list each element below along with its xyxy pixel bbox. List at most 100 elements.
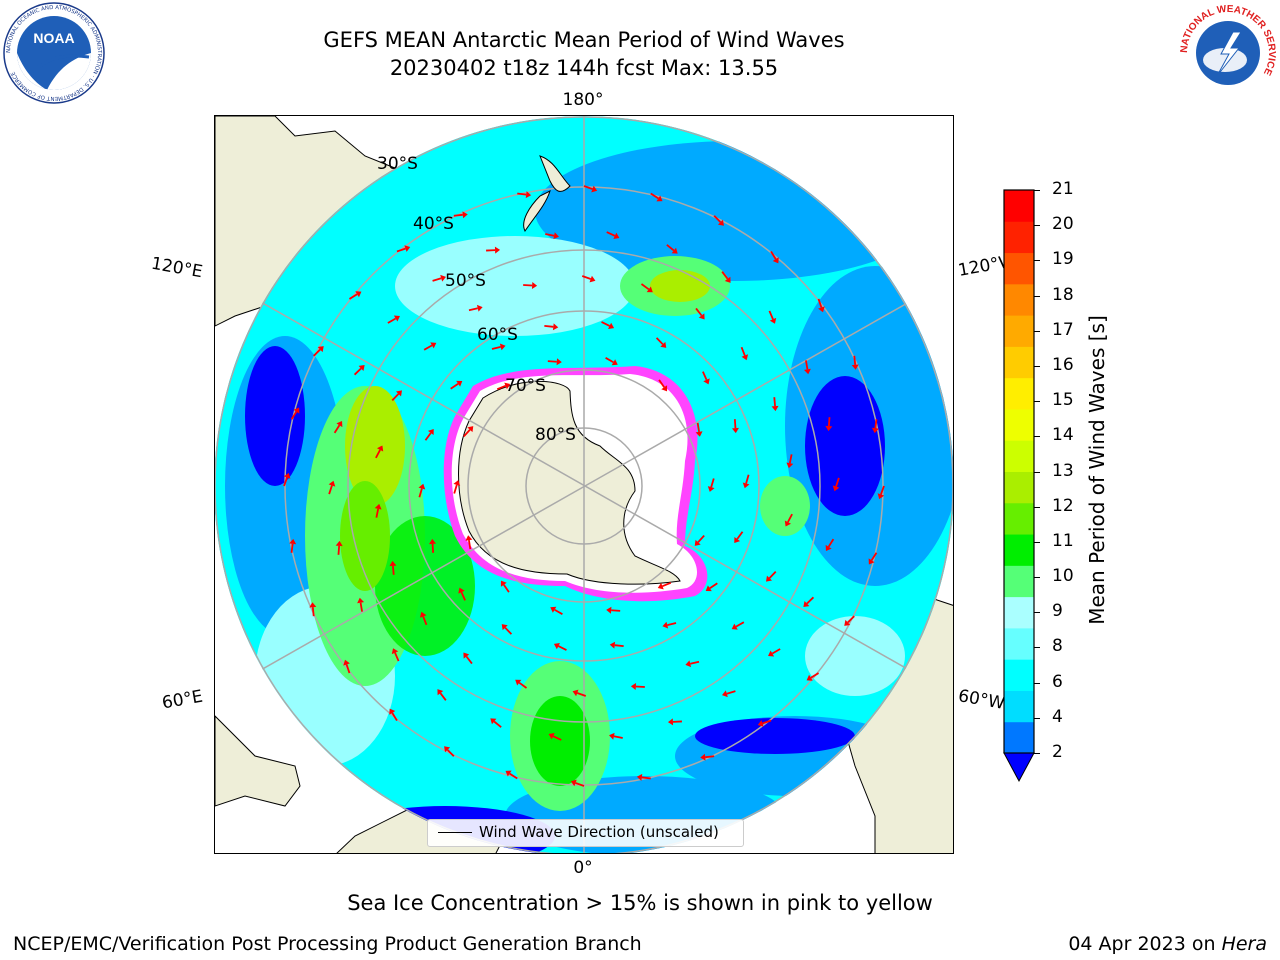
wind-arrow-head bbox=[657, 582, 664, 590]
wind-arrow-head bbox=[343, 659, 350, 666]
colorbar-cell bbox=[1004, 690, 1034, 723]
wind-arrow bbox=[614, 644, 624, 648]
wind-arrow-head bbox=[465, 535, 473, 541]
wind-arrow bbox=[745, 474, 750, 484]
wind-arrow bbox=[870, 552, 878, 561]
wind-arrow-head bbox=[646, 286, 653, 293]
colorbar-tick-mark bbox=[1034, 401, 1040, 403]
colorbar-tick-mark bbox=[1034, 541, 1040, 543]
colorbar-tick-mark bbox=[1034, 647, 1040, 649]
colorbar-cell bbox=[1004, 534, 1034, 566]
wind-arrow bbox=[788, 454, 793, 464]
wind-arrow-head bbox=[317, 346, 324, 353]
wind-arrow bbox=[446, 749, 455, 757]
wind-arrow-head bbox=[494, 246, 501, 254]
colorbar-tick-mark bbox=[1034, 612, 1040, 614]
wind-arrow-head bbox=[429, 538, 437, 545]
wind-arrow bbox=[424, 432, 432, 441]
wind-arrow-head bbox=[766, 575, 772, 582]
wind-arrow-head bbox=[427, 428, 434, 436]
wind-arrow bbox=[827, 417, 831, 427]
wind-arrow-head bbox=[877, 493, 885, 500]
wind-arrow-head bbox=[698, 313, 705, 320]
wind-arrow-head bbox=[556, 358, 562, 366]
colorbar-cell bbox=[1004, 471, 1034, 504]
wind-arrow-head bbox=[444, 746, 451, 753]
wind-arrow-head bbox=[504, 382, 511, 390]
wind-arrow-head bbox=[724, 276, 731, 283]
wind-arrow bbox=[575, 782, 585, 787]
wind-arrow bbox=[709, 582, 718, 589]
colorbar-tick-label: 19 bbox=[1052, 249, 1074, 270]
wind-arrow bbox=[554, 608, 563, 615]
wind-arrow bbox=[650, 192, 659, 200]
wind-arrow-head bbox=[868, 558, 875, 565]
wind-arrow-head bbox=[772, 257, 779, 264]
wind-arrow bbox=[418, 488, 423, 498]
wind-arrow bbox=[311, 607, 315, 617]
wind-arrow bbox=[394, 652, 400, 662]
wind-arrow bbox=[468, 307, 478, 312]
colorbar-cell bbox=[1004, 596, 1034, 629]
wind-arrow-head bbox=[453, 480, 461, 486]
wind-arrow-head bbox=[771, 405, 779, 412]
wind-arrow bbox=[690, 660, 700, 665]
colorbar-cell bbox=[1004, 221, 1034, 254]
wind-arrow bbox=[391, 712, 398, 722]
colorbar-cell bbox=[1004, 190, 1034, 222]
wind-arrow bbox=[736, 531, 744, 540]
colorbar bbox=[1003, 189, 1035, 783]
wind-arrow bbox=[605, 357, 614, 364]
wind-arrow bbox=[328, 485, 333, 495]
wind-arrow-head bbox=[660, 341, 667, 348]
wind-arrow-head bbox=[742, 482, 750, 489]
wind-arrow-head bbox=[550, 606, 557, 613]
colorbar-cell bbox=[1004, 377, 1034, 410]
wind-arrow-head bbox=[328, 480, 336, 487]
wind-arrow bbox=[806, 596, 815, 605]
ocean-field bbox=[215, 116, 953, 853]
wind-arrow bbox=[613, 735, 623, 739]
wind-arrow bbox=[576, 692, 587, 697]
lon-label-180: 180° bbox=[562, 90, 604, 110]
wind-arrow bbox=[337, 545, 341, 555]
colorbar-cell bbox=[1004, 283, 1034, 316]
legend-label: Wind Wave Direction (unscaled) bbox=[479, 823, 719, 841]
wind-arrow bbox=[313, 348, 321, 357]
wind-arrow-head bbox=[283, 472, 291, 479]
wind-arrow bbox=[391, 393, 400, 401]
wind-arrow bbox=[547, 360, 557, 363]
wind-arrow-head bbox=[608, 322, 615, 330]
wind-arrow-head bbox=[358, 364, 365, 371]
colorbar-tick-mark bbox=[1034, 190, 1040, 191]
wind-arrow-head bbox=[806, 674, 813, 681]
wind-arrow-head bbox=[393, 315, 400, 322]
colorbar-tick-label: 8 bbox=[1052, 636, 1063, 657]
wind-arrow bbox=[375, 508, 380, 518]
wind-arrow-head bbox=[757, 720, 764, 727]
wind-arrow bbox=[290, 543, 294, 553]
wind-arrow-head bbox=[705, 585, 712, 592]
colorbar-tick-mark bbox=[1034, 717, 1040, 719]
wind-arrow-head bbox=[476, 304, 483, 312]
wind-arrow bbox=[581, 275, 592, 280]
colorbar-cell bbox=[1004, 408, 1034, 441]
wind-arrow bbox=[817, 298, 823, 308]
lat-label: 80°S bbox=[535, 425, 576, 445]
wind-arrow-head bbox=[825, 425, 833, 432]
wind-arrow-head bbox=[437, 689, 444, 696]
wind-arrow bbox=[523, 284, 533, 287]
wind-arrow bbox=[460, 591, 466, 601]
wind-arrow bbox=[290, 411, 298, 420]
wind-arrow-head bbox=[832, 485, 840, 492]
wind-arrow bbox=[545, 233, 555, 237]
wind-arrow-head bbox=[355, 291, 362, 298]
wind-arrow bbox=[375, 449, 381, 459]
wind-arrow-head bbox=[376, 445, 384, 452]
wind-arrow-head bbox=[803, 601, 810, 608]
wind-arrow-head bbox=[636, 773, 643, 781]
wind-arrow-head bbox=[768, 650, 775, 657]
wind-arrow bbox=[635, 685, 645, 688]
wind-arrow-head bbox=[609, 641, 616, 649]
wind-arrow-head bbox=[548, 732, 555, 740]
